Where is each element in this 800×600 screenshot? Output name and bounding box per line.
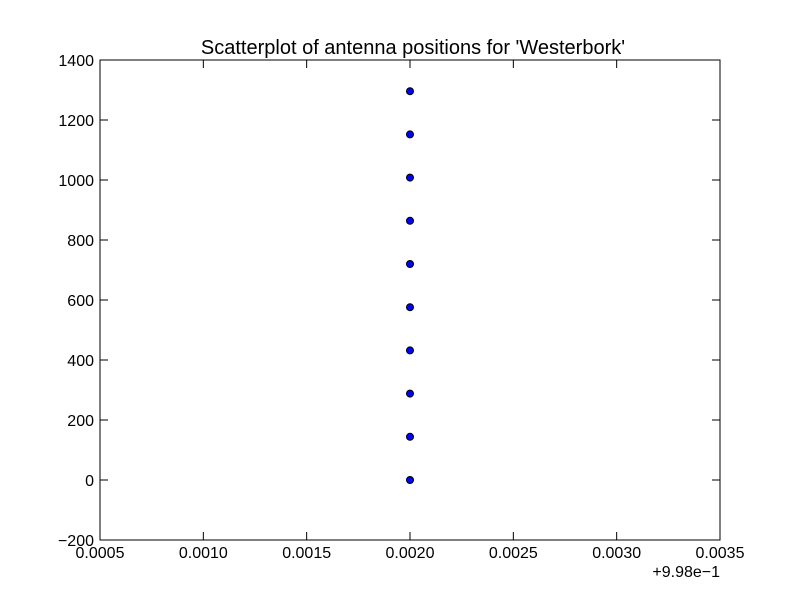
y-tick-label: 200 (67, 413, 94, 430)
y-tick-label: 1200 (58, 113, 94, 130)
data-point (406, 130, 414, 139)
data-point (406, 346, 414, 355)
data-point (406, 389, 414, 398)
y-tick-label: 600 (67, 293, 94, 310)
x-tick-label: 0.0015 (282, 545, 331, 562)
x-tick-label: 0.0025 (489, 545, 538, 562)
y-tick-label: 400 (67, 353, 94, 370)
data-point (406, 216, 414, 225)
y-tick-label: −200 (58, 533, 94, 550)
data-point (406, 87, 414, 96)
chart-title: Scatterplot of antenna positions for 'We… (201, 37, 625, 59)
x-tick-label: 0.0035 (696, 545, 745, 562)
data-point (406, 432, 414, 441)
data-point (406, 476, 414, 484)
y-tick-label: 800 (67, 233, 94, 250)
data-point (406, 303, 414, 312)
data-point (406, 173, 414, 182)
data-point (406, 260, 414, 268)
y-axis: −200 0 200 400 600 800 1000 1200 1400 (58, 53, 720, 550)
x-axis-offset-label: +9.98e−1 (652, 564, 720, 581)
x-tick-label: 0.0020 (386, 545, 435, 562)
x-tick-label: 0.0030 (592, 545, 641, 562)
data-points (406, 87, 414, 484)
y-tick-label: 1000 (58, 173, 94, 190)
x-axis: 0.0005 0.0010 0.0015 0.0020 0.0025 0.0030 0.00… (76, 60, 745, 562)
y-tick-label: 0 (85, 473, 94, 490)
x-tick-label: 0.0010 (179, 545, 228, 562)
y-tick-label: 1400 (58, 53, 94, 70)
x-tick-label: 0.0005 (76, 545, 125, 562)
